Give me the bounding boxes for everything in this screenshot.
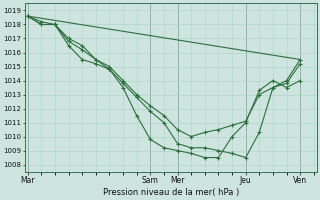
X-axis label: Pression niveau de la mer( hPa ): Pression niveau de la mer( hPa ) (103, 188, 239, 197)
